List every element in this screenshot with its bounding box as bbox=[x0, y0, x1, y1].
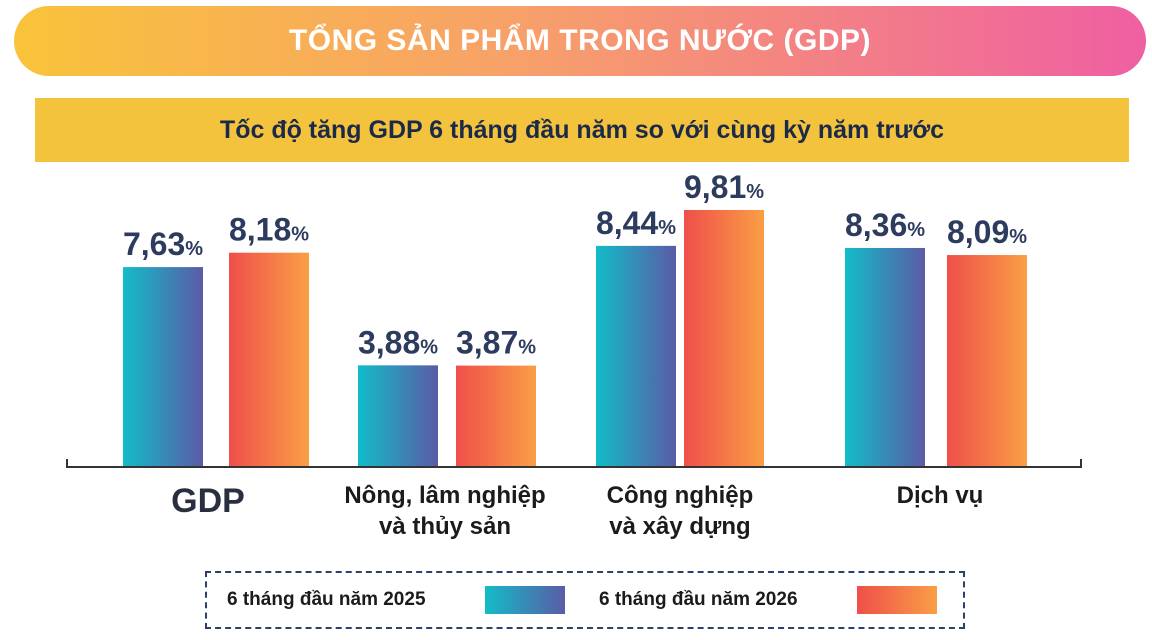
chart-subtitle: Tốc độ tăng GDP 6 tháng đầu năm so với c… bbox=[219, 115, 945, 144]
page-title: TỔNG SẢN PHẨM TRONG NƯỚC (GDP) bbox=[288, 24, 872, 57]
bar-2026-cat-0 bbox=[229, 252, 309, 467]
category-label-0: GDP bbox=[171, 482, 245, 520]
value-label-2026-cat-2: 9,81% bbox=[684, 169, 764, 205]
bar-2026-cat-1 bbox=[456, 365, 536, 467]
bar-2025-cat-0 bbox=[123, 267, 203, 467]
value-label-2025-cat-2: 8,44% bbox=[596, 205, 676, 241]
bar-chart: 7,63% 3,88% 8,44% 8,36% 8,18% 3,87% 9,81% 8,09%… bbox=[66, 169, 1082, 540]
bar-2025-cat-3 bbox=[845, 247, 925, 467]
value-label-2026-cat-3: 8,09% bbox=[947, 214, 1027, 250]
value-label-2026-cat-1: 3,87% bbox=[456, 325, 536, 361]
bar-2026-cat-3 bbox=[947, 255, 1027, 467]
legend-swatch-2025 bbox=[485, 586, 565, 614]
legend: 6 tháng đầu năm 2025 6 tháng đầu năm 202… bbox=[205, 571, 965, 629]
bar-2025-cat-1 bbox=[358, 365, 438, 467]
subtitle-bar: Tốc độ tăng GDP 6 tháng đầu năm so với c… bbox=[35, 98, 1129, 162]
category-label-2: Công nghiệp và xây dựng bbox=[607, 482, 754, 540]
legend-label-2025: 6 tháng đầu năm 2025 bbox=[227, 589, 426, 610]
value-label-2026-cat-0: 8,18% bbox=[229, 212, 309, 248]
bar-2026-cat-2 bbox=[684, 209, 764, 467]
category-label-3: Dịch vụ bbox=[897, 482, 984, 509]
value-label-2025-cat-0: 7,63% bbox=[123, 226, 203, 262]
value-label-2025-cat-3: 8,36% bbox=[845, 207, 925, 243]
bar-2025-cat-2 bbox=[596, 245, 676, 467]
title-banner: TỔNG SẢN PHẨM TRONG NƯỚC (GDP) bbox=[14, 6, 1146, 76]
legend-label-2026: 6 tháng đầu năm 2026 bbox=[599, 589, 798, 610]
value-label-2025-cat-1: 3,88% bbox=[358, 324, 438, 360]
legend-swatch-2026 bbox=[857, 586, 937, 614]
category-label-1: Nông, lâm nghiệp và thủy sản bbox=[344, 482, 545, 540]
